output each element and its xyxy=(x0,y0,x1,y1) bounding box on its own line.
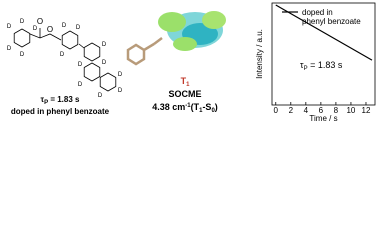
atom-label: D xyxy=(7,24,12,30)
atom-label: D xyxy=(102,42,107,48)
bond xyxy=(29,28,85,49)
atom-label: D xyxy=(33,26,38,32)
state-label: T1 xyxy=(181,76,191,88)
x-tick-label: 0 xyxy=(274,106,279,115)
ring xyxy=(99,72,117,92)
atom-label: D xyxy=(102,60,107,66)
value-close: ) xyxy=(215,102,218,112)
lifetime-annotation: τP = 1.83 s xyxy=(300,60,343,72)
orbital-lobe xyxy=(158,12,186,32)
value-sub: 0 xyxy=(211,108,215,114)
host-label: doped in phenyl benzoate xyxy=(11,107,110,116)
x-tick-label: 12 xyxy=(362,106,371,115)
value-number: 4.38 cm xyxy=(152,102,185,112)
phenyl-stick xyxy=(126,37,163,66)
tau-sub: P xyxy=(304,66,308,72)
tau-rest: = 1.83 s xyxy=(308,60,343,70)
lifetime-label: τP = 1.83 s xyxy=(41,95,81,106)
atom-label: D xyxy=(76,25,81,31)
legend-label: doped in phenyl benzoate xyxy=(302,8,361,26)
ring xyxy=(13,28,31,48)
value-sup: -1 xyxy=(185,103,191,109)
socme-value: 4.38 cm-1(T1-S0) xyxy=(152,102,218,114)
orbital-picture: T1 SOCME 4.38 cm-1(T1-S0) xyxy=(126,11,226,114)
tau: τ xyxy=(41,95,45,104)
method-label: SOCME xyxy=(168,89,201,99)
y-axis-title: Intensity / a.u. xyxy=(255,29,264,79)
orbital-lobe xyxy=(173,37,197,51)
x-tick-label: 2 xyxy=(289,106,294,115)
atom-label: D xyxy=(20,19,25,25)
ring xyxy=(83,42,101,62)
x-tick-label: 4 xyxy=(304,106,309,115)
atom-label: D xyxy=(20,52,25,58)
atom-label: D xyxy=(98,93,103,99)
ring xyxy=(61,30,79,50)
x-tick-label: 6 xyxy=(319,106,324,115)
value-open: (T xyxy=(191,102,200,112)
legend-line: phenyl benzoate xyxy=(302,17,361,26)
atom-label: D xyxy=(118,88,123,94)
oxygen-label: O xyxy=(37,17,43,26)
x-axis-title: Time / s xyxy=(309,114,337,123)
atom-label: D xyxy=(118,72,123,78)
tau: τ xyxy=(300,60,304,70)
x-tick-label: 8 xyxy=(334,106,339,115)
oxygen-label: O xyxy=(47,25,53,34)
atom-label: D xyxy=(78,82,83,88)
value-sub: 1 xyxy=(199,108,203,114)
decay-chart: 0 2 4 6 8 10 12 Time / s Intensity / a.u. doped i… xyxy=(255,2,376,123)
value-dash: -S xyxy=(202,102,211,112)
plot-frame xyxy=(271,2,376,106)
orbital-lobe xyxy=(202,11,226,29)
tau-sub: P xyxy=(44,100,48,106)
tau-rest: = 1.83 s xyxy=(48,95,80,104)
state-sub: 1 xyxy=(186,82,190,88)
ring xyxy=(83,62,101,82)
legend-line: doped in xyxy=(302,8,333,17)
atom-label: D xyxy=(7,46,12,52)
atom-label: D xyxy=(62,23,67,29)
x-tick-label: 10 xyxy=(346,106,355,115)
state-symbol: T xyxy=(181,76,187,86)
atom-label: D xyxy=(78,62,83,68)
atom-label: D xyxy=(60,52,65,58)
decay-line xyxy=(275,4,373,61)
